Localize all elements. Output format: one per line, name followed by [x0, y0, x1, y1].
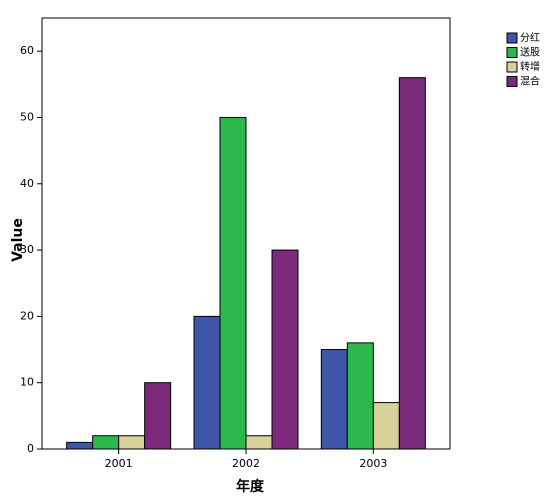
legend-swatch	[506, 32, 518, 44]
y-axis-title: Value	[10, 218, 26, 262]
x-axis-title: 年度	[236, 478, 265, 495]
bar	[193, 315, 221, 450]
legend-label: 分红	[520, 31, 540, 44]
bar	[245, 435, 273, 450]
bar	[118, 435, 146, 450]
y-tick-label: 50	[20, 110, 34, 123]
y-tick-label: 20	[20, 309, 34, 322]
legend-label: 转增	[520, 60, 540, 73]
y-tick-label: 60	[20, 44, 34, 57]
x-tick-label: 2002	[232, 457, 260, 470]
x-tick-label: 2001	[105, 457, 133, 470]
legend-swatch	[506, 76, 518, 87]
y-tick-label: 30	[20, 243, 34, 256]
legend-swatch	[506, 47, 518, 58]
bar	[398, 77, 426, 450]
bar	[219, 116, 247, 450]
bar	[66, 441, 94, 450]
y-tick-label: 0	[27, 442, 34, 455]
x-tick-label: 2003	[359, 457, 387, 470]
bar	[320, 349, 348, 450]
bar	[346, 342, 374, 450]
bar	[92, 435, 120, 450]
legend-label: 送股	[520, 46, 540, 59]
y-tick-label: 10	[20, 376, 34, 389]
bar	[144, 382, 172, 450]
bar	[372, 402, 400, 450]
legend-swatch	[506, 61, 518, 73]
bar	[271, 249, 299, 450]
y-tick-label: 40	[20, 177, 34, 190]
legend-label: 混合	[520, 75, 540, 88]
